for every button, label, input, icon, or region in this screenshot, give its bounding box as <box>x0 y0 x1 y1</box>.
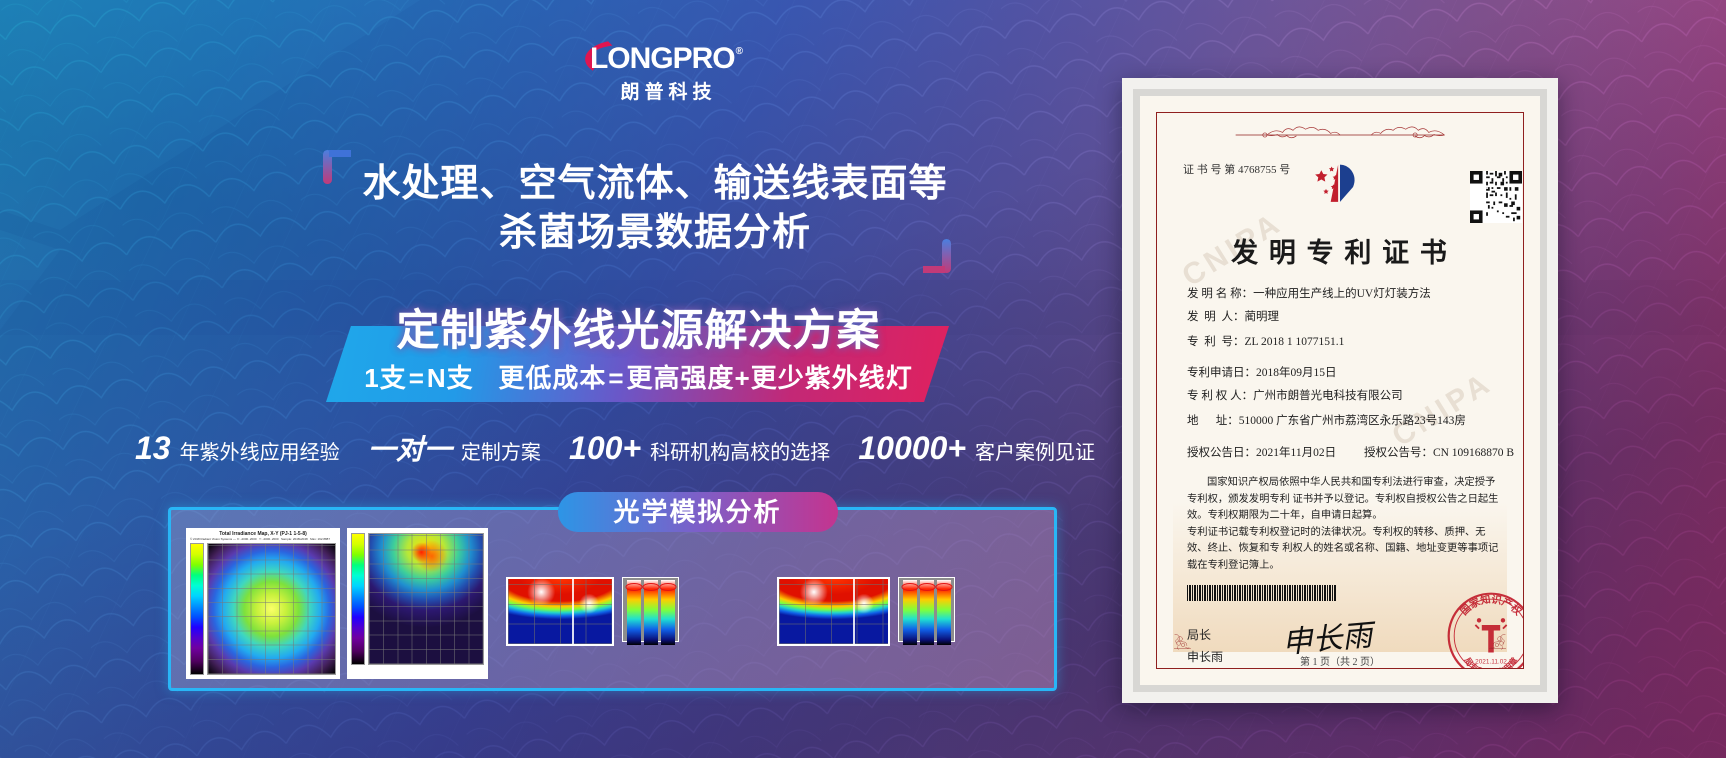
svg-text:国家知识产权: 国家知识产权 <box>1458 593 1524 619</box>
